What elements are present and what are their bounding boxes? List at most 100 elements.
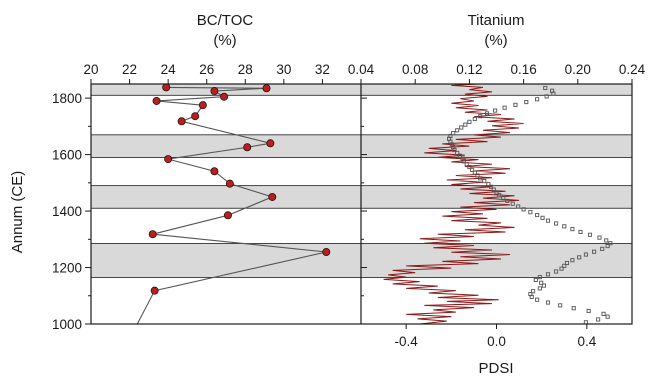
titanium-point xyxy=(605,314,610,319)
titanium-tick-label: 0.16 xyxy=(510,62,536,77)
titanium-point xyxy=(558,303,563,308)
titanium-point xyxy=(592,249,597,254)
bc-toc-tick-label: 20 xyxy=(83,62,98,77)
titanium-point xyxy=(554,221,559,226)
titanium-point xyxy=(510,201,515,206)
titanium-point xyxy=(600,246,605,251)
titanium-point xyxy=(550,88,555,93)
titanium-point xyxy=(460,156,465,161)
bc-toc-point xyxy=(191,112,200,121)
titanium-point xyxy=(513,102,518,107)
titanium-tick-label: 0.04 xyxy=(348,62,375,77)
titanium-point xyxy=(554,269,559,274)
bc-toc-tick-label: 26 xyxy=(199,62,214,77)
titanium-point xyxy=(486,181,491,187)
bc-toc-point xyxy=(266,139,275,148)
titanium-point xyxy=(535,212,540,218)
left-series xyxy=(136,83,331,325)
y-tick-label: 1600 xyxy=(52,148,82,163)
titanium-point xyxy=(559,266,564,271)
y-tick-label: 1000 xyxy=(52,317,82,332)
titanium-point xyxy=(491,187,496,192)
titanium-point xyxy=(502,105,507,110)
titanium-point xyxy=(493,108,498,113)
y-tick-label: 1800 xyxy=(52,91,82,106)
titanium-point xyxy=(497,193,502,198)
titanium-point xyxy=(562,224,567,229)
titanium-point xyxy=(455,150,460,155)
bc-toc-point xyxy=(164,155,173,164)
bc-toc-point xyxy=(210,87,219,96)
titanium-point xyxy=(478,176,483,181)
titanium-point xyxy=(533,277,538,283)
titanium-point xyxy=(562,263,567,268)
titanium-point xyxy=(539,280,544,285)
titanium-point xyxy=(541,283,546,288)
titanium-tick-label: 0.24 xyxy=(619,62,646,77)
bc-toc-point xyxy=(177,117,186,126)
titanium-point xyxy=(544,94,549,99)
left-panel-title: BC/TOC xyxy=(197,12,254,29)
titanium-point xyxy=(545,272,551,277)
bc-toc-point xyxy=(223,211,232,220)
bc-toc-tick-label: 22 xyxy=(122,62,137,77)
right-panel-title-unit: (%) xyxy=(484,32,507,49)
titanium-point xyxy=(501,196,506,201)
titanium-point xyxy=(605,244,610,249)
titanium-point xyxy=(459,125,464,130)
titanium-point xyxy=(457,153,462,158)
bc-toc-point xyxy=(162,83,171,92)
titanium-point xyxy=(494,190,499,195)
titanium-point xyxy=(475,173,480,178)
titanium-point xyxy=(608,241,613,246)
bc-toc-point xyxy=(322,247,331,256)
titanium-point xyxy=(528,292,533,297)
titanium-point xyxy=(545,218,551,223)
titanium-point xyxy=(586,308,591,314)
titanium-point xyxy=(570,227,575,232)
titanium-point xyxy=(578,229,583,235)
titanium-point xyxy=(467,164,472,170)
titanium-point xyxy=(583,252,588,257)
bc-toc-point xyxy=(210,167,219,176)
titanium-point xyxy=(571,306,576,311)
titanium-point xyxy=(597,235,602,240)
bc-toc-point xyxy=(262,84,271,93)
titanium-point xyxy=(455,128,460,133)
titanium-point xyxy=(537,286,542,291)
pdsi-tick-label: 0.0 xyxy=(487,334,506,349)
titanium-point xyxy=(545,300,551,305)
bc-toc-tick-label: 32 xyxy=(315,62,330,77)
bc-toc-point xyxy=(152,96,161,105)
titanium-point xyxy=(451,131,456,136)
bc-toc-tick-label: 28 xyxy=(238,62,253,77)
titanium-point xyxy=(604,238,609,243)
titanium-point xyxy=(601,311,606,316)
titanium-point xyxy=(564,260,570,266)
titanium-point xyxy=(528,210,533,215)
bc-toc-tick-label: 30 xyxy=(276,62,291,77)
titanium-tick-label: 0.12 xyxy=(456,62,482,77)
titanium-point xyxy=(516,204,521,209)
titanium-tick-label: 0.08 xyxy=(402,62,428,77)
bc-toc-point xyxy=(198,101,207,110)
titanium-point xyxy=(535,97,540,102)
right-panel-title: Titanium xyxy=(468,12,525,29)
titanium-point xyxy=(577,255,582,260)
titanium-point xyxy=(478,114,483,119)
y-tick-label: 1200 xyxy=(52,261,82,276)
x-axis-label-pdsi: PDSI xyxy=(478,360,513,377)
titanium-point xyxy=(470,167,475,172)
titanium-point xyxy=(524,100,529,105)
titanium-point xyxy=(448,133,453,139)
bc-toc-point xyxy=(243,143,252,152)
titanium-point xyxy=(540,215,545,220)
titanium-point xyxy=(489,184,494,189)
titanium-point xyxy=(464,162,469,167)
pdsi-line xyxy=(383,83,524,325)
titanium-point xyxy=(596,317,601,322)
bc-toc-point xyxy=(220,92,229,101)
titanium-point xyxy=(472,170,477,175)
